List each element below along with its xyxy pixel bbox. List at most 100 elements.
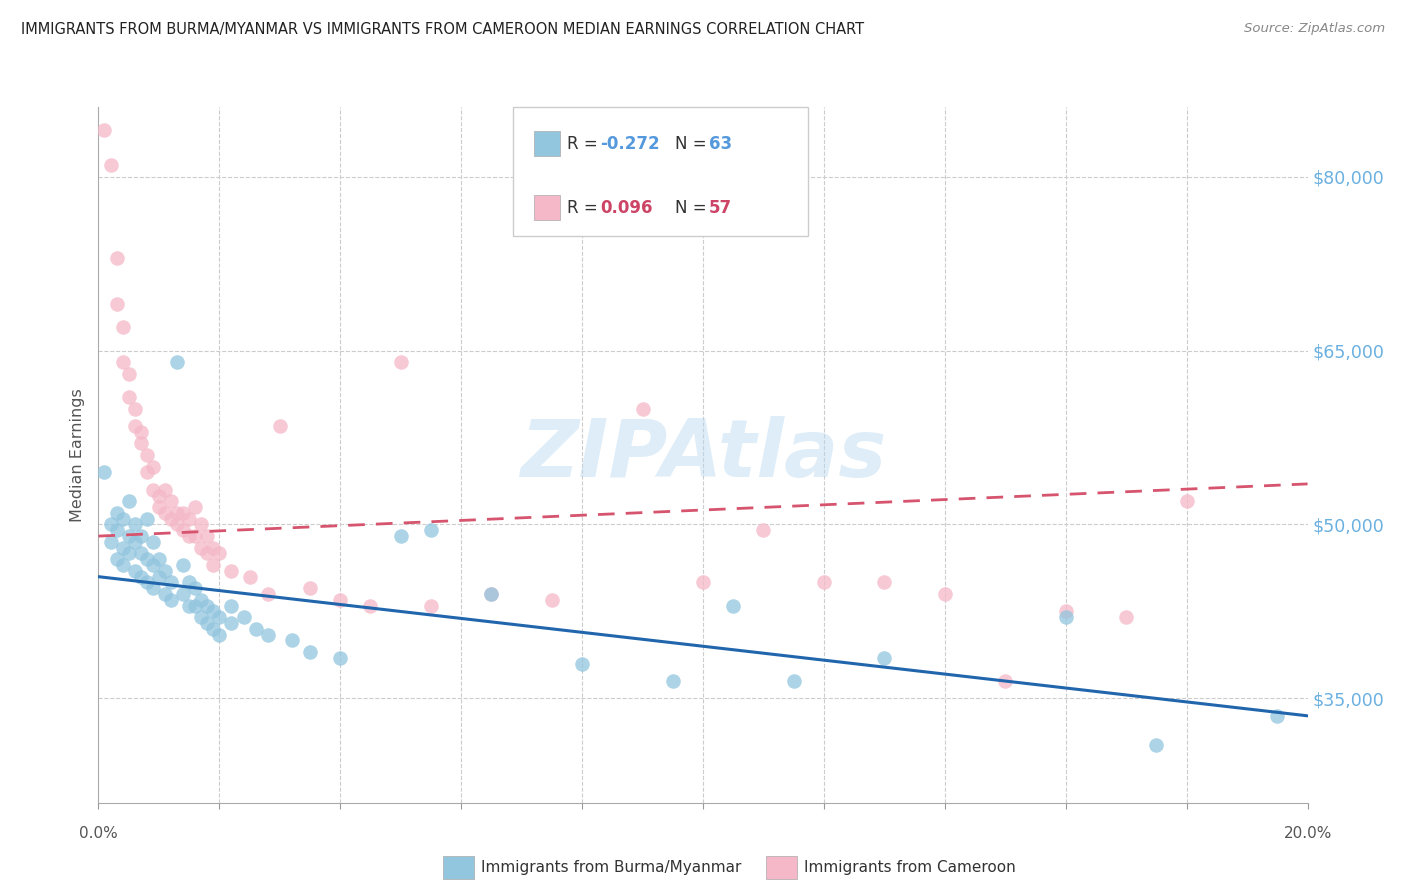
Point	[129, 425, 152, 439]
Point	[1054, 610, 1077, 624]
Point	[269, 419, 291, 434]
Text: R =: R =	[567, 135, 603, 153]
Point	[148, 500, 170, 514]
Point	[135, 448, 157, 462]
Point	[129, 569, 152, 583]
Point	[166, 355, 188, 369]
Point	[160, 575, 183, 590]
Point	[389, 529, 412, 543]
Point	[142, 558, 165, 573]
Point	[202, 541, 225, 555]
Point	[172, 587, 194, 601]
Point	[281, 633, 304, 648]
Point	[160, 511, 183, 525]
Point	[105, 297, 128, 311]
Text: -0.272: -0.272	[600, 135, 659, 153]
Point	[153, 483, 176, 497]
Point	[172, 558, 194, 573]
Point	[873, 651, 896, 665]
Point	[172, 506, 194, 520]
Text: 57: 57	[709, 199, 731, 217]
Point	[540, 592, 562, 607]
Point	[124, 401, 146, 416]
Point	[232, 610, 254, 624]
Point	[142, 483, 165, 497]
Text: 63: 63	[709, 135, 731, 153]
Point	[873, 575, 896, 590]
Point	[571, 657, 593, 671]
Point	[190, 517, 212, 532]
Point	[124, 564, 146, 578]
Point	[202, 605, 225, 619]
Point	[124, 419, 146, 434]
Point	[184, 529, 207, 543]
Point	[135, 511, 157, 525]
Point	[111, 541, 134, 555]
Point	[195, 599, 218, 613]
Text: 0.096: 0.096	[600, 199, 652, 217]
Text: N =: N =	[675, 199, 711, 217]
Point	[179, 511, 201, 525]
Point	[105, 251, 128, 265]
Point	[124, 517, 146, 532]
Point	[153, 587, 176, 601]
Point	[221, 599, 243, 613]
Point	[1175, 494, 1198, 508]
Text: IMMIGRANTS FROM BURMA/MYANMAR VS IMMIGRANTS FROM CAMEROON MEDIAN EARNINGS CORREL: IMMIGRANTS FROM BURMA/MYANMAR VS IMMIGRA…	[21, 22, 865, 37]
Point	[190, 592, 212, 607]
Point	[118, 494, 141, 508]
Point	[1267, 708, 1289, 723]
Point	[420, 523, 443, 537]
Point	[93, 123, 115, 137]
Point	[129, 436, 152, 450]
Point	[135, 466, 157, 480]
Point	[111, 511, 134, 525]
Text: Source: ZipAtlas.com: Source: ZipAtlas.com	[1244, 22, 1385, 36]
Point	[179, 529, 201, 543]
Point	[184, 582, 207, 596]
Text: 0.0%: 0.0%	[79, 826, 118, 841]
Point	[934, 587, 956, 601]
Point	[692, 575, 714, 590]
Point	[256, 628, 278, 642]
Point	[100, 158, 122, 172]
Point	[420, 599, 443, 613]
Point	[93, 466, 115, 480]
Point	[190, 541, 212, 555]
Text: ZIPAtlas: ZIPAtlas	[520, 416, 886, 494]
Point	[111, 320, 134, 334]
Point	[124, 534, 146, 549]
Point	[329, 651, 352, 665]
Point	[153, 564, 176, 578]
Point	[118, 390, 141, 404]
Point	[142, 534, 165, 549]
Point	[208, 610, 231, 624]
Point	[195, 529, 218, 543]
Point	[135, 552, 157, 566]
Point	[208, 628, 231, 642]
Point	[329, 592, 352, 607]
Point	[221, 615, 243, 630]
Point	[111, 558, 134, 573]
Point	[1144, 738, 1167, 752]
Point	[481, 587, 503, 601]
Point	[129, 546, 152, 560]
Point	[129, 529, 152, 543]
Point	[221, 564, 243, 578]
Point	[202, 622, 225, 636]
Point	[1054, 605, 1077, 619]
Point	[148, 488, 170, 502]
Point	[166, 506, 188, 520]
Point	[142, 582, 165, 596]
Point	[783, 674, 806, 689]
Point	[1115, 610, 1137, 624]
Point	[105, 506, 128, 520]
Point	[118, 546, 141, 560]
Point	[299, 582, 322, 596]
Point	[111, 355, 134, 369]
Text: 20.0%: 20.0%	[1284, 826, 1331, 841]
Point	[179, 575, 201, 590]
Point	[148, 569, 170, 583]
Point	[160, 494, 183, 508]
Point	[135, 575, 157, 590]
